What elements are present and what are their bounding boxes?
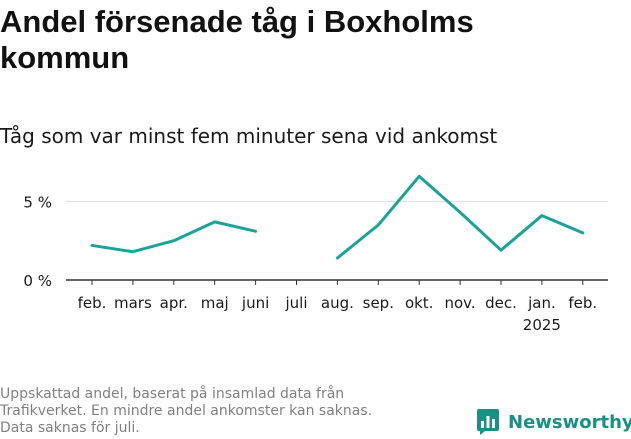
x-tick-label: dec. <box>485 294 517 312</box>
x-tick-label: jan. <box>527 294 556 312</box>
x-year-label: 2025 <box>523 316 561 334</box>
series-line-segment <box>90 220 258 254</box>
x-tick-label: juni <box>241 294 269 312</box>
x-tick-label: nov. <box>445 294 476 312</box>
y-tick-label: 0 % <box>23 272 52 290</box>
series-line-segment <box>335 174 585 260</box>
x-tick-label: aug. <box>321 294 354 312</box>
footnote-line: Data saknas för juli. <box>0 420 140 436</box>
footnote-line: Trafikverket. En mindre andel ankomster … <box>0 403 373 419</box>
y-tick-label: 5 % <box>23 193 52 211</box>
x-tick-label: juli <box>284 294 307 312</box>
x-tick-label: maj <box>201 294 229 312</box>
footnote: Uppskattad andel, baserat på insamlad da… <box>0 386 440 437</box>
footnote-line: Uppskattad andel, baserat på insamlad da… <box>0 386 345 402</box>
bar-chart-logo-icon <box>477 409 499 435</box>
line-chart: 0 % 5 % feb. mars apr. maj juni juli aug. sep. okt… <box>23 174 608 334</box>
brand-name: Newsworthy <box>508 411 631 433</box>
chart-title: Andel försenade tåg i Boxholms kommun <box>0 4 474 75</box>
brand-logo: Newsworthy <box>476 408 631 436</box>
x-tick-label: okt. <box>405 294 434 312</box>
x-tick-label: feb. <box>568 294 597 312</box>
x-tick-label: sep. <box>363 294 394 312</box>
x-tick-label: apr. <box>160 294 188 312</box>
x-tick-label: feb. <box>78 294 107 312</box>
x-tick-label: mars <box>114 294 152 312</box>
chart-subtitle: Tåg som var minst fem minuter sena vid a… <box>0 124 498 148</box>
